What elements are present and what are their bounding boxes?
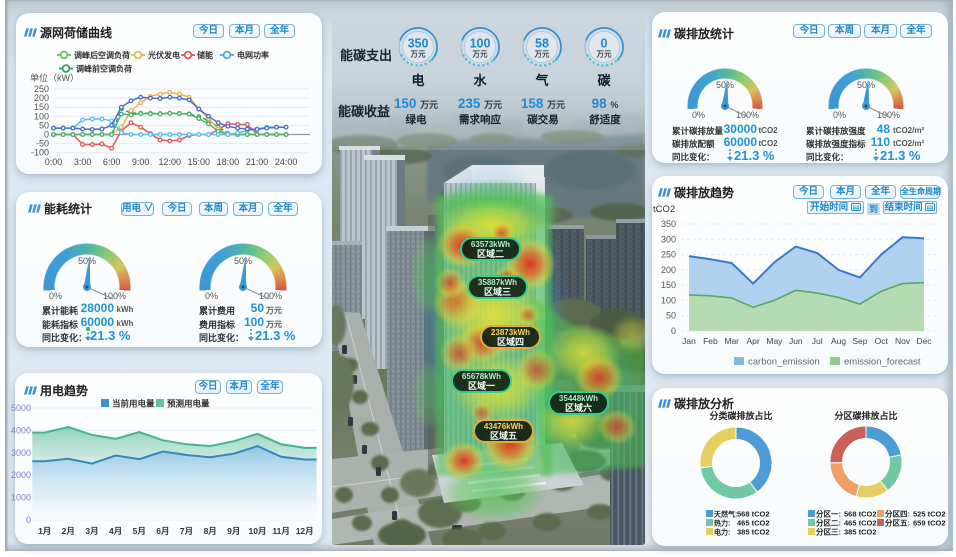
svg-text:Jul: Jul [812, 336, 823, 346]
svg-text:万元: 万元 [410, 50, 426, 59]
svg-text:电力:: 电力: [714, 528, 730, 537]
svg-text:调峰后空调负荷: 调峰后空调负荷 [74, 50, 130, 60]
svg-text:6月: 6月 [156, 526, 169, 536]
svg-text:465 tCO2: 465 tCO2 [844, 519, 877, 528]
svg-text:-50: -50 [36, 139, 49, 149]
svg-text:0: 0 [44, 130, 49, 140]
svg-text:5000: 5000 [11, 403, 31, 413]
svg-text:万元: 万元 [534, 50, 550, 59]
svg-text:分区五:: 分区五: [885, 518, 910, 528]
svg-text:Nov: Nov [895, 336, 911, 346]
svg-text:350: 350 [408, 37, 429, 51]
svg-text:4月: 4月 [109, 526, 122, 536]
svg-text:12:00: 12:00 [159, 157, 182, 167]
svg-text:当前用电量: 当前用电量 [112, 399, 155, 409]
svg-text:100: 100 [470, 37, 491, 51]
svg-text:天然气:: 天然气: [714, 510, 737, 519]
svg-text:3月: 3月 [85, 526, 98, 536]
svg-text:150: 150 [661, 280, 676, 290]
svg-text:21:00: 21:00 [246, 157, 269, 167]
svg-text:50: 50 [666, 311, 676, 321]
svg-text:1000: 1000 [11, 493, 31, 503]
svg-text:659 tCO2: 659 tCO2 [913, 519, 946, 528]
svg-text:-100: -100 [31, 148, 49, 158]
svg-text:100: 100 [34, 111, 49, 121]
svg-text:250: 250 [34, 84, 49, 94]
svg-text:385 tCO2: 385 tCO2 [844, 528, 877, 537]
svg-text:光伏发电: 光伏发电 [147, 50, 180, 60]
svg-text:5月: 5月 [133, 526, 146, 536]
svg-text:15:00: 15:00 [188, 157, 211, 167]
svg-text:6:00: 6:00 [103, 157, 121, 167]
svg-text:2月: 2月 [62, 526, 75, 536]
svg-text:Jun: Jun [789, 336, 803, 346]
svg-text:分区一:: 分区一: [816, 509, 841, 519]
svg-text:568 tCO2: 568 tCO2 [737, 510, 770, 519]
svg-text:Feb: Feb [703, 336, 718, 346]
svg-text:0: 0 [26, 515, 31, 525]
svg-text:24:00: 24:00 [275, 157, 298, 167]
svg-text:调峰前空调负荷: 调峰前空调负荷 [76, 64, 132, 74]
svg-text:150: 150 [34, 102, 49, 112]
svg-text:8月: 8月 [204, 526, 217, 536]
svg-text:18:00: 18:00 [217, 157, 240, 167]
svg-text:Mar: Mar [724, 336, 739, 346]
svg-text:热力:: 热力: [714, 519, 730, 528]
svg-text:分区二:: 分区二: [816, 518, 841, 528]
svg-text:300: 300 [661, 234, 676, 244]
svg-text:250: 250 [661, 250, 676, 260]
svg-text:万元: 万元 [596, 50, 612, 59]
svg-text:200: 200 [661, 265, 676, 275]
svg-text:50: 50 [39, 120, 49, 130]
svg-text:200: 200 [34, 93, 49, 103]
svg-text:568 tCO2: 568 tCO2 [844, 510, 877, 519]
svg-text:58: 58 [535, 37, 549, 51]
svg-text:3000: 3000 [11, 448, 31, 458]
svg-text:Oct: Oct [875, 336, 889, 346]
svg-text:0:00: 0:00 [45, 157, 63, 167]
svg-text:carbon_emission: carbon_emission [748, 357, 820, 368]
svg-text:10月: 10月 [249, 526, 267, 536]
svg-text:Jan: Jan [682, 336, 696, 346]
svg-text:电网功率: 电网功率 [237, 50, 269, 60]
svg-text:0: 0 [671, 326, 676, 336]
svg-text:Dec: Dec [916, 336, 932, 346]
svg-text:12月: 12月 [296, 526, 314, 536]
svg-text:465 tCO2: 465 tCO2 [737, 519, 770, 528]
svg-text:emission_forecast: emission_forecast [844, 357, 921, 368]
svg-text:100: 100 [661, 295, 676, 305]
svg-text:525 tCO2: 525 tCO2 [913, 510, 946, 519]
svg-text:储能: 储能 [196, 50, 213, 60]
svg-text:9月: 9月 [227, 526, 240, 536]
svg-text:3:00: 3:00 [74, 157, 92, 167]
svg-text:4000: 4000 [11, 425, 31, 435]
svg-text:分区三:: 分区三: [816, 527, 841, 537]
svg-text:350: 350 [661, 219, 676, 229]
svg-text:Sep: Sep [852, 336, 867, 346]
svg-text:分区四:: 分区四: [885, 509, 910, 519]
svg-text:385 tCO2: 385 tCO2 [737, 528, 770, 537]
svg-text:9:00: 9:00 [132, 157, 150, 167]
svg-text:11月: 11月 [272, 526, 290, 536]
svg-text:单位（kW）: 单位（kW） [30, 72, 79, 83]
svg-text:1月: 1月 [38, 526, 51, 536]
svg-text:Apr: Apr [746, 336, 759, 346]
svg-text:万元: 万元 [472, 50, 488, 59]
svg-text:tCO2: tCO2 [653, 204, 675, 215]
svg-text:0: 0 [601, 37, 608, 51]
svg-text:2000: 2000 [11, 470, 31, 480]
svg-text:May: May [766, 336, 783, 346]
svg-text:7月: 7月 [180, 526, 193, 536]
svg-text:Aug: Aug [831, 336, 846, 346]
svg-text:预测用电量: 预测用电量 [167, 399, 210, 409]
